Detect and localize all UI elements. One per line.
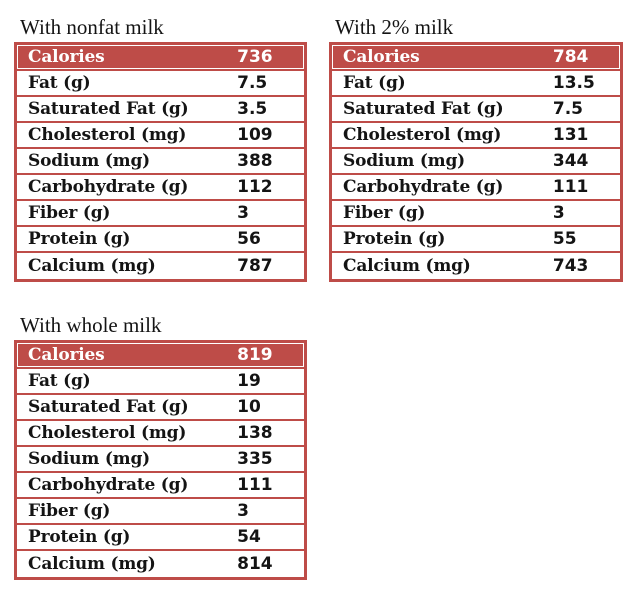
row-label: Saturated Fat (g) xyxy=(343,99,504,119)
row-value: 819 xyxy=(237,345,273,365)
row-value: 3 xyxy=(237,501,249,521)
row-label: Cholesterol (mg) xyxy=(28,125,187,145)
table-row-sodium: Sodium (mg) 335 xyxy=(17,447,304,473)
row-label: Fat (g) xyxy=(28,371,91,391)
row-label: Fiber (g) xyxy=(28,501,111,521)
table-row-saturated-fat: Saturated Fat (g) 7.5 xyxy=(332,97,620,123)
row-value: 388 xyxy=(237,151,273,171)
table-row-calories: Calories 736 xyxy=(17,45,304,71)
row-label: Saturated Fat (g) xyxy=(28,99,189,119)
row-label: Calcium (mg) xyxy=(343,256,471,276)
nutrition-table-2-percent-milk: With 2% milk Calories 784 Fat (g) 13.5 S… xyxy=(329,14,623,282)
table-row-protein: Protein (g) 55 xyxy=(332,227,620,253)
row-label: Carbohydrate (g) xyxy=(28,177,189,197)
row-label: Calcium (mg) xyxy=(28,554,156,574)
table-row-saturated-fat: Saturated Fat (g) 10 xyxy=(17,395,304,421)
row-label: Calcium (mg) xyxy=(28,256,156,276)
table-row-cholesterol: Cholesterol (mg) 138 xyxy=(17,421,304,447)
row-value: 784 xyxy=(552,47,589,67)
table-title-nonfat-milk: With nonfat milk xyxy=(20,15,164,39)
row-value: 3 xyxy=(552,203,565,223)
table-row-fat: Fat (g) 19 xyxy=(17,369,304,395)
row-label: Protein (g) xyxy=(28,527,131,547)
table-row-sodium: Sodium (mg) 344 xyxy=(332,149,620,175)
table-row-fiber: Fiber (g) 3 xyxy=(17,499,304,525)
table-row-sodium: Sodium (mg) 388 xyxy=(17,149,304,175)
row-value: 3.5 xyxy=(237,99,268,119)
table-row-fiber: Fiber (g) 3 xyxy=(332,201,620,227)
table-row-fiber: Fiber (g) 3 xyxy=(17,201,304,227)
row-value: 111 xyxy=(552,177,589,197)
row-label: Calories xyxy=(28,345,105,365)
table-row-calcium: Calcium (mg) 787 xyxy=(17,253,304,279)
row-value: 3 xyxy=(237,203,249,223)
row-value: 787 xyxy=(237,256,273,276)
table-row-protein: Protein (g) 56 xyxy=(17,227,304,253)
table-row-calories: Calories 784 xyxy=(332,45,620,71)
row-label: Calories xyxy=(28,47,105,67)
row-label: Saturated Fat (g) xyxy=(28,397,189,417)
row-label: Fat (g) xyxy=(343,73,406,93)
row-label: Fiber (g) xyxy=(28,203,111,223)
table-row-calories: Calories 819 xyxy=(17,343,304,369)
row-value: 19 xyxy=(237,371,261,391)
table-row-calcium: Calcium (mg) 743 xyxy=(332,253,620,279)
row-value: 138 xyxy=(237,423,273,443)
row-label: Sodium (mg) xyxy=(28,449,150,469)
row-label: Carbohydrate (g) xyxy=(343,177,504,197)
row-label: Sodium (mg) xyxy=(28,151,150,171)
nutrition-table: Calories 819 Fat (g) 19 Saturated Fat (g… xyxy=(14,340,307,580)
row-value: 736 xyxy=(237,47,273,67)
row-label: Protein (g) xyxy=(28,229,131,249)
row-value: 131 xyxy=(552,125,589,145)
table-row-calcium: Calcium (mg) 814 xyxy=(17,551,304,577)
nutrition-table-nonfat-milk: With nonfat milk Calories 736 Fat (g) 7.… xyxy=(14,14,307,282)
table-title-whole-milk: With whole milk xyxy=(20,313,162,337)
row-value: 344 xyxy=(552,151,589,171)
row-value: 7.5 xyxy=(237,73,268,93)
row-value: 55 xyxy=(552,229,577,249)
row-value: 111 xyxy=(237,475,273,495)
row-value: 335 xyxy=(237,449,273,469)
row-value: 109 xyxy=(237,125,273,145)
nutrition-table: Calories 736 Fat (g) 7.5 Saturated Fat (… xyxy=(14,42,307,282)
row-value: 7.5 xyxy=(552,99,583,119)
row-value: 112 xyxy=(237,177,273,197)
nutrition-table-whole-milk: With whole milk Calories 819 Fat (g) 19 … xyxy=(14,312,307,580)
table-row-saturated-fat: Saturated Fat (g) 3.5 xyxy=(17,97,304,123)
table-row-carbohydrate: Carbohydrate (g) 111 xyxy=(332,175,620,201)
row-value: 743 xyxy=(552,256,589,276)
row-label: Protein (g) xyxy=(343,229,446,249)
row-label: Calories xyxy=(343,47,420,67)
table-row-carbohydrate: Carbohydrate (g) 111 xyxy=(17,473,304,499)
row-label: Fiber (g) xyxy=(343,203,426,223)
table-title-2-percent-milk: With 2% milk xyxy=(335,15,454,39)
row-value: 54 xyxy=(237,527,261,547)
row-value: 13.5 xyxy=(552,73,595,93)
row-label: Sodium (mg) xyxy=(343,151,465,171)
table-row-protein: Protein (g) 54 xyxy=(17,525,304,551)
row-label: Cholesterol (mg) xyxy=(343,125,502,145)
row-label: Cholesterol (mg) xyxy=(28,423,187,443)
nutrition-table: Calories 784 Fat (g) 13.5 Saturated Fat … xyxy=(329,42,623,282)
table-row-cholesterol: Cholesterol (mg) 131 xyxy=(332,123,620,149)
row-value: 10 xyxy=(237,397,261,417)
row-label: Fat (g) xyxy=(28,73,91,93)
table-row-fat: Fat (g) 7.5 xyxy=(17,71,304,97)
table-row-carbohydrate: Carbohydrate (g) 112 xyxy=(17,175,304,201)
row-label: Carbohydrate (g) xyxy=(28,475,189,495)
row-value: 56 xyxy=(237,229,261,249)
table-row-fat: Fat (g) 13.5 xyxy=(332,71,620,97)
row-value: 814 xyxy=(237,554,273,574)
table-row-cholesterol: Cholesterol (mg) 109 xyxy=(17,123,304,149)
